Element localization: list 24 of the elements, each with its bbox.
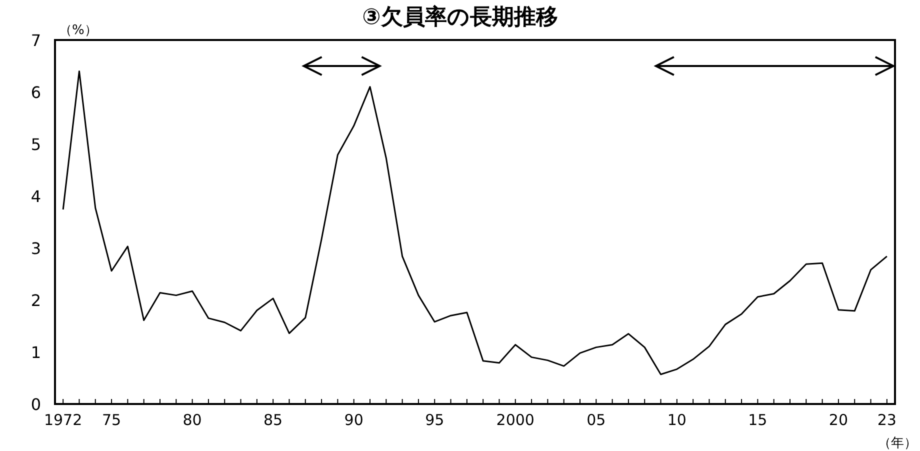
- x-tick-label: 23: [877, 411, 896, 429]
- x-tick-label: 90: [344, 411, 364, 429]
- x-tick-label: 20: [828, 411, 848, 429]
- x-tick-label: 95: [425, 411, 444, 429]
- x-tick-label: 80: [182, 411, 202, 429]
- y-tick-label: 3: [30, 239, 41, 258]
- y-tick-label: 6: [30, 83, 41, 102]
- y-tick-label: 1: [30, 343, 41, 362]
- y-tick-label: 7: [30, 31, 41, 50]
- x-tick-label: 75: [102, 411, 122, 429]
- x-tick-label: 2000: [496, 411, 534, 429]
- y-axis-title: （%）: [59, 23, 98, 38]
- x-tick-label: 85: [264, 411, 283, 429]
- x-axis-title: （年）: [878, 436, 917, 451]
- y-tick-label: 5: [30, 135, 41, 154]
- x-tick-label: 1972: [44, 411, 82, 429]
- x-tick-label: 05: [586, 411, 606, 429]
- line-series: [62, 70, 888, 376]
- y-tick-label: 4: [30, 187, 41, 206]
- x-tick-label: 10: [667, 411, 686, 429]
- y-tick-label: 0: [30, 395, 41, 414]
- chart-title: ③欠員率の長期推移: [362, 4, 558, 30]
- y-tick-label: 2: [30, 291, 41, 310]
- x-tick-label: 15: [748, 411, 768, 429]
